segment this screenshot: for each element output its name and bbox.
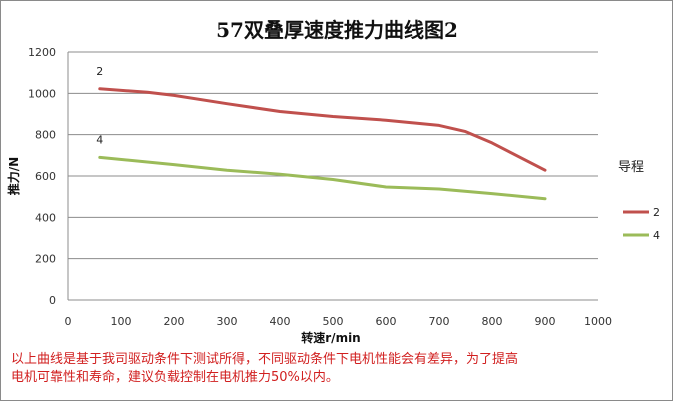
y-tick-label: 1000 — [28, 87, 56, 100]
legend: 24 — [623, 206, 660, 242]
y-tick-label: 800 — [35, 129, 56, 142]
y-tick-label: 600 — [35, 170, 56, 183]
legend-title: 导程 — [618, 160, 644, 175]
x-tick-label: 300 — [217, 315, 238, 328]
x-tick-labels: 0 100 200 300 400 500 600 700 800 900 1000 — [65, 315, 613, 328]
y-axis-label: 推力/N — [6, 157, 21, 195]
x-tick-label: 100 — [111, 315, 132, 328]
y-tick-label: 200 — [35, 253, 56, 266]
series-lines — [98, 87, 547, 201]
legend-label-4: 4 — [653, 229, 660, 242]
footnote: 以上曲线是基于我司驱动条件下测试所得，不同驱动条件下电机性能会有差异，为了提高 … — [11, 351, 601, 387]
chart-title: 57双叠厚速度推力曲线图2 — [216, 18, 458, 42]
x-tick-label: 900 — [535, 315, 556, 328]
x-axis-label: 转速r/min — [301, 330, 360, 345]
axes — [67, 52, 598, 301]
x-tick-label: 200 — [164, 315, 185, 328]
y-tick-label: 0 — [49, 294, 56, 307]
legend-label-2: 2 — [653, 206, 660, 219]
footnote-line-2: 电机可靠性和寿命，建议负载控制在电机推力50%以内。 — [11, 370, 339, 385]
x-tick-label: 1000 — [584, 315, 612, 328]
y-tick-label: 400 — [35, 211, 56, 224]
x-tick-label: 400 — [270, 315, 291, 328]
series-line-2 — [98, 87, 547, 172]
y-tick-label: 1200 — [28, 46, 56, 59]
y-tick-labels: 0 200 400 600 800 1000 1200 — [28, 46, 56, 307]
series-line-4 — [98, 155, 547, 201]
footnote-line-1: 以上曲线是基于我司驱动条件下测试所得，不同驱动条件下电机性能会有差异，为了提高 — [11, 352, 519, 367]
x-tick-label: 0 — [65, 315, 72, 328]
data-label-4: 4 — [96, 133, 103, 146]
x-tick-label: 800 — [482, 315, 503, 328]
data-labels: 24 — [96, 65, 103, 147]
x-tick-label: 500 — [323, 315, 344, 328]
data-label-2: 2 — [96, 65, 103, 78]
x-tick-label: 600 — [376, 315, 397, 328]
x-tick-label: 700 — [429, 315, 450, 328]
